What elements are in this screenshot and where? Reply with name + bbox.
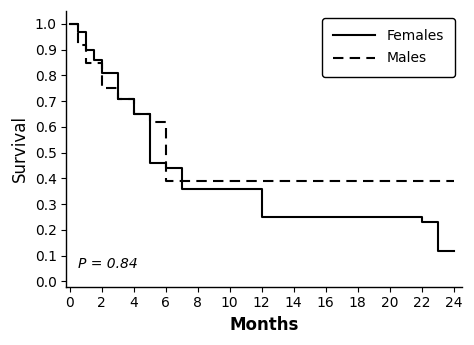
Males (131, 97, 137, 101)
Line: Females: Females (70, 24, 454, 250)
Females (259, 187, 264, 191)
Males (179, 179, 184, 183)
Text: P = 0.84: P = 0.84 (78, 257, 137, 271)
Females (91, 48, 96, 52)
Females (435, 220, 440, 224)
Males (115, 97, 120, 101)
Females (83, 30, 89, 34)
Males (163, 120, 168, 124)
Males (83, 60, 89, 65)
Females (99, 71, 104, 75)
Females (75, 22, 81, 26)
Females (131, 97, 137, 101)
Females (163, 161, 168, 165)
Males (163, 179, 168, 183)
Males (115, 86, 120, 90)
Females (147, 112, 153, 116)
Males (75, 42, 81, 47)
X-axis label: Months: Months (229, 316, 299, 334)
Males (147, 112, 153, 116)
Males (99, 86, 104, 90)
Females (451, 248, 456, 253)
Females (99, 58, 104, 62)
Females (179, 166, 184, 170)
Legend: Females, Males: Females, Males (322, 18, 455, 77)
Females (435, 248, 440, 253)
Females (83, 48, 89, 52)
Females (75, 30, 81, 34)
Females (147, 161, 153, 165)
Females (115, 71, 120, 75)
Females (419, 220, 424, 224)
Females (67, 22, 73, 26)
Females (451, 248, 456, 253)
Males (67, 22, 73, 26)
Males (99, 60, 104, 65)
Females (163, 166, 168, 170)
Females (179, 187, 184, 191)
Males (75, 22, 81, 26)
Females (91, 58, 96, 62)
Females (451, 248, 456, 253)
Males (147, 120, 153, 124)
Y-axis label: Survival: Survival (11, 115, 29, 183)
Males (451, 179, 456, 183)
Females (259, 215, 264, 219)
Females (115, 97, 120, 101)
Males (451, 179, 456, 183)
Females (419, 215, 424, 219)
Males (451, 179, 456, 183)
Males (83, 42, 89, 47)
Females (131, 112, 137, 116)
Males (179, 179, 184, 183)
Line: Males: Males (70, 24, 454, 181)
Males (131, 112, 137, 116)
